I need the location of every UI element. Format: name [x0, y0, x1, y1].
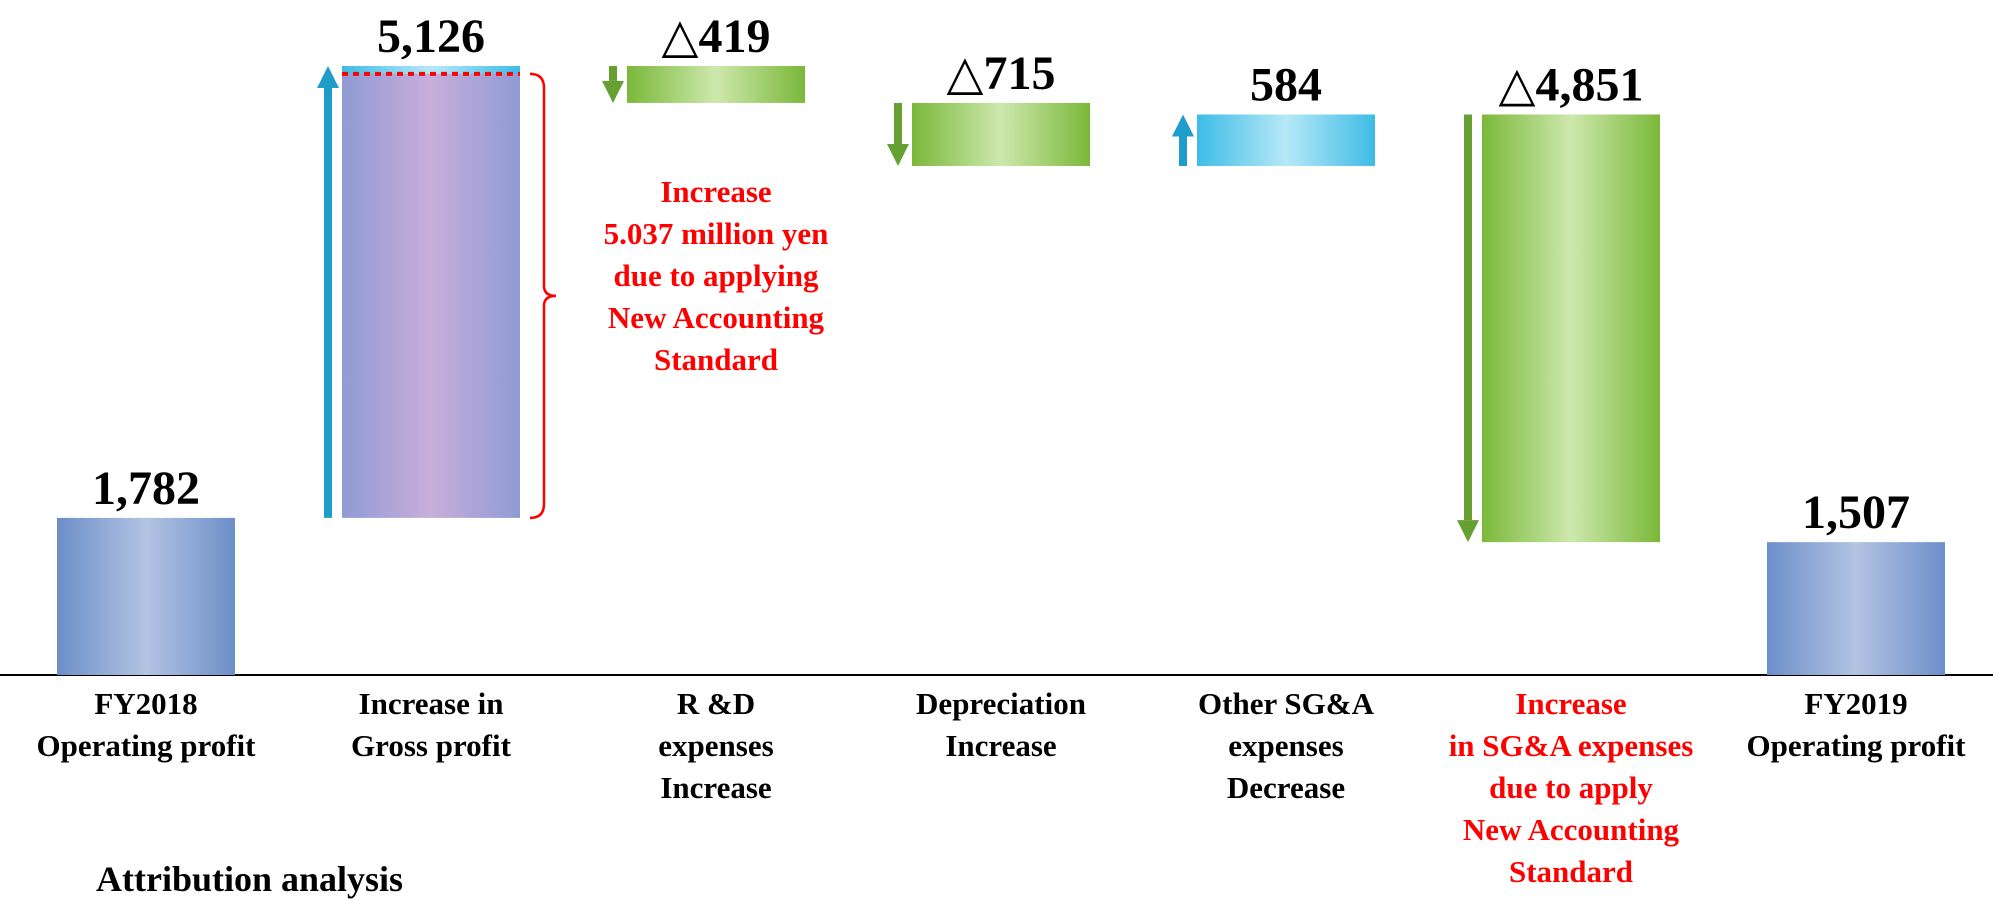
bar-2: [342, 66, 520, 518]
value-label-5: 584: [1250, 58, 1322, 111]
value-label-2: 5,126: [377, 10, 485, 63]
category-label-5-line-3: Decrease: [1227, 770, 1345, 805]
annotation-line-3: due to applying: [613, 258, 819, 293]
bar-1: [57, 517, 235, 675]
value-label-3: △419: [662, 10, 771, 63]
bar-5: [1197, 114, 1375, 166]
category-label-6-line-2: in SG&A expenses: [1449, 728, 1694, 763]
annotation-bracket: [529, 72, 557, 520]
category-label-3-line-2: expenses: [658, 728, 773, 763]
category-label-4-line-1: Depreciation: [916, 686, 1086, 721]
category-label-5-line-2: expenses: [1228, 728, 1343, 763]
category-label-6-line-3: due to apply: [1489, 770, 1653, 805]
category-label-6-line-4: New Accounting: [1463, 812, 1680, 847]
bar-4: [912, 102, 1090, 166]
category-label-3-line-3: Increase: [660, 770, 771, 805]
down-arrow-icon: [887, 102, 909, 166]
annotation-line-2: 5.037 million yen: [604, 216, 829, 251]
value-label-1: 1,782: [92, 462, 200, 515]
down-arrow-icon: [1457, 114, 1479, 543]
bar-2-top-band: [342, 66, 520, 74]
category-label-6-line-1: Increase: [1515, 686, 1626, 721]
value-label-7: 1,507: [1802, 486, 1910, 539]
category-label-2-line-1: Increase in: [359, 686, 504, 721]
category-label-4-line-2: Increase: [945, 728, 1056, 763]
annotation-line-1: Increase: [660, 174, 771, 209]
category-label-2-line-2: Gross profit: [351, 728, 512, 763]
category-label-1-line-1: FY2018: [94, 686, 197, 721]
up-arrow-icon: [1172, 114, 1194, 166]
category-label-7-line-1: FY2019: [1804, 686, 1907, 721]
category-label-7-line-2: Operating profit: [1747, 728, 1967, 763]
footer-title: Attribution analysis: [96, 859, 404, 899]
annotation-line-5: Standard: [654, 342, 778, 377]
bar-6: [1482, 114, 1660, 543]
annotation-line-4: New Accounting: [608, 300, 825, 335]
category-label-3-line-1: R &D: [677, 686, 755, 721]
down-arrow-icon: [602, 66, 624, 103]
bar-7: [1767, 542, 1945, 675]
category-label-5-line-1: Other SG&A: [1198, 686, 1375, 721]
bar-3: [627, 66, 805, 103]
category-label-6-line-5: Standard: [1509, 854, 1633, 886]
up-arrow-icon: [317, 66, 339, 518]
value-label-6: △4,851: [1499, 58, 1644, 111]
category-label-1-line-2: Operating profit: [37, 728, 257, 763]
value-label-4: △715: [947, 47, 1056, 100]
